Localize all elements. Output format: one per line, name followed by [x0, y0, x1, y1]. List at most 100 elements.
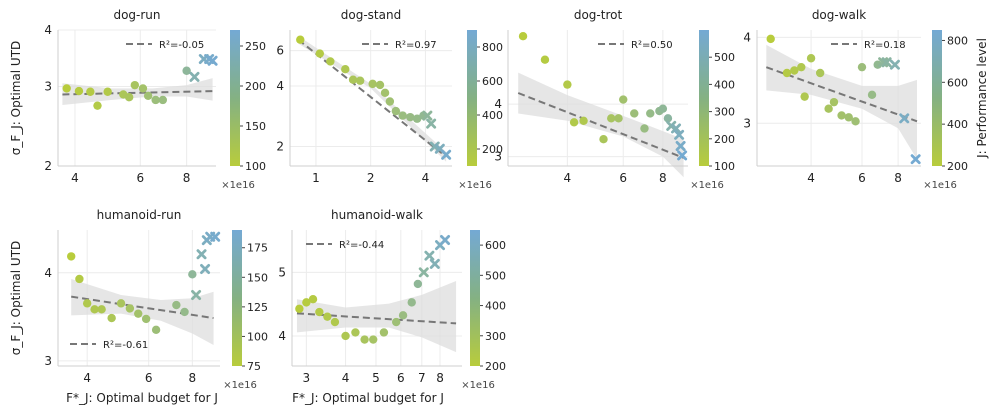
data-point	[391, 106, 401, 116]
data-point-x	[675, 140, 686, 151]
y-tick-label: 4	[494, 97, 502, 111]
colorbar-tick-label: 600	[485, 239, 506, 252]
colorbar-tick-label: 100	[247, 330, 268, 343]
data-point	[540, 55, 550, 64]
colorbar	[232, 230, 242, 366]
panel-dog-run: dog-run 4 6 8 2 3 4 ×1e16 R²=-0.05 100 150 200 250	[44, 8, 266, 191]
x-offset-label: ×1e16	[923, 180, 957, 191]
x-tick-label: 2	[367, 171, 375, 185]
panel-dog-walk: dog-walk 4 6 8 3 4 ×1e16 R²=0.18 200 400 600 800	[743, 8, 968, 191]
legend-r2-label: R²=-0.44	[339, 240, 384, 251]
colorbar-tick-label: 175	[247, 242, 268, 255]
colorbar-tick-label: 150	[247, 271, 268, 284]
data-point	[369, 335, 378, 344]
data-point	[646, 109, 655, 118]
data-point	[341, 331, 350, 341]
data-point	[97, 305, 106, 314]
data-point	[614, 114, 623, 123]
colorbar-tick-label: 500	[485, 269, 506, 282]
colorbar-tick-label: 600	[482, 75, 503, 88]
y-tick-label: 4	[276, 79, 284, 93]
colorbar-tick-label: 600	[947, 76, 968, 89]
data-point	[315, 49, 324, 58]
legend-r2-label: R²=-0.05	[159, 40, 204, 51]
colorbar-tick-label: 500	[714, 51, 735, 64]
colorbar	[932, 30, 942, 166]
data-point-x	[189, 71, 200, 82]
data-point	[188, 270, 197, 279]
data-point	[125, 304, 135, 313]
data-point	[368, 79, 377, 89]
data-point	[406, 112, 415, 122]
data-point	[563, 80, 572, 89]
colorbar-tick-label: 400	[485, 300, 506, 313]
data-point	[790, 66, 799, 75]
x-tick-label: 4	[71, 171, 79, 185]
y-tick-label: 4	[44, 23, 52, 37]
data-point	[151, 325, 161, 335]
data-point	[182, 66, 191, 75]
y-axis-label-row2: σ_F_J: Optimal UTD	[9, 241, 23, 356]
x-tick-label: 4	[342, 371, 350, 385]
data-point	[837, 111, 846, 120]
fit-line	[765, 66, 918, 123]
colorbar-tick-label: 100	[245, 160, 266, 173]
data-point	[351, 328, 360, 337]
colorbar	[699, 30, 709, 166]
x-tick-label: 5	[372, 371, 380, 385]
colorbar-tick-label: 800	[482, 41, 503, 54]
data-point-x	[674, 129, 685, 140]
data-point	[663, 114, 673, 123]
x-offset-label: ×1e16	[690, 180, 724, 191]
data-point	[180, 307, 189, 317]
panel-dog-stand: dog-stand 1 2 4 2 4 6 ×1e16 R²=0.97 200 400 600 800	[276, 8, 503, 191]
data-point	[380, 88, 390, 98]
y-tick-label: 4	[44, 266, 52, 280]
data-point	[640, 124, 649, 133]
x-tick-label: 6	[136, 171, 144, 185]
data-point	[86, 87, 95, 96]
panel-title: dog-trot	[574, 8, 623, 22]
colorbar	[467, 30, 477, 166]
x-tick-label: 7	[418, 371, 426, 385]
colorbar-tick-label: 300	[485, 330, 506, 343]
data-point-x	[196, 249, 207, 260]
data-point	[412, 114, 422, 123]
x-tick-label: 6	[145, 371, 153, 385]
data-point-x	[881, 57, 892, 68]
colorbar	[470, 230, 480, 366]
data-point-x	[426, 118, 437, 129]
x-tick-label: 8	[894, 171, 902, 185]
data-point-x	[910, 154, 921, 165]
data-point	[630, 109, 639, 118]
panel-title: dog-run	[113, 8, 160, 22]
data-point-x	[191, 290, 202, 301]
y-tick-label: 6	[276, 44, 284, 58]
y-tick-label: 3	[44, 354, 52, 368]
x-tick-label: 8	[659, 171, 667, 185]
data-point	[413, 279, 423, 289]
data-point	[407, 298, 416, 307]
data-point-x	[440, 235, 451, 246]
data-point	[806, 54, 816, 63]
data-point	[619, 95, 628, 104]
data-point	[326, 57, 335, 66]
colorbar-tick-label: 400	[714, 78, 735, 91]
data-point	[379, 328, 389, 337]
panel-title: humanoid-run	[97, 208, 182, 222]
data-point	[782, 68, 792, 78]
confidence-band	[71, 278, 214, 345]
data-point	[296, 35, 305, 44]
data-point-x	[677, 150, 688, 161]
legend-r2-label: R²=0.18	[864, 40, 906, 51]
data-point-x	[424, 250, 435, 261]
colorbar-tick-label: 150	[245, 120, 266, 133]
x-tick-label: 1	[312, 171, 320, 185]
x-axis-label-left: F*_J: Optimal budget for J	[66, 391, 218, 405]
data-point-x	[671, 123, 682, 134]
data-point	[130, 80, 140, 90]
data-point	[658, 104, 668, 113]
y-tick-label: 2	[276, 140, 284, 154]
fit-line	[296, 312, 457, 325]
x-tick-label: 8	[183, 171, 191, 185]
